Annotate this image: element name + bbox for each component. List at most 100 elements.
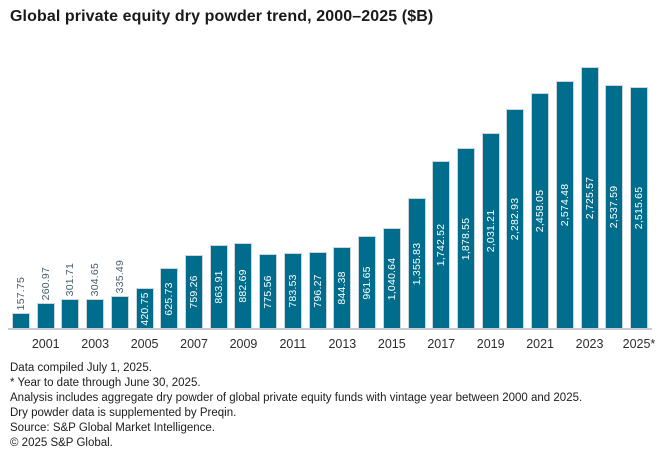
x-axis-slot xyxy=(358,337,376,351)
bar-2006: 625.73 xyxy=(160,268,179,328)
x-axis-label-2007: 2007 xyxy=(180,337,208,351)
x-tick-text: 2001 xyxy=(31,337,60,351)
bar-value-label: 1,040.64 xyxy=(385,257,398,300)
x-tick-text: 2025* xyxy=(622,337,656,351)
footnote-line-1: Data compiled July 1, 2025. xyxy=(10,362,152,374)
bar-value-label: 2,574.48 xyxy=(558,183,571,227)
bar-value-label: 961.65 xyxy=(360,265,373,300)
bar-value-label: 1,878.55 xyxy=(459,217,472,260)
footnote-line-3: Analysis includes aggregate dry powder o… xyxy=(10,392,583,404)
x-axis-label-2021: 2021 xyxy=(526,337,554,351)
x-axis-slot xyxy=(210,337,228,351)
bar-value-label: 2,537.59 xyxy=(608,185,620,229)
bar-2015: 1,040.64 xyxy=(382,228,401,328)
x-axis-label-2009: 2009 xyxy=(230,337,258,351)
bar-value-label: 304.65 xyxy=(88,262,101,296)
footnote-line-4: Dry powder data is supplemented by Preqi… xyxy=(10,407,237,419)
plot-area: 157.75 260.97 301.71 304.65 335.49 420.75 625.… xyxy=(8,62,652,330)
bar-value-label: 844.38 xyxy=(336,271,349,305)
bar-value-label: 1,355.83 xyxy=(410,242,423,285)
x-axis-slot xyxy=(556,337,574,351)
x-axis-label-2005: 2005 xyxy=(131,337,159,351)
x-tick-text: 2007 xyxy=(180,337,208,351)
bar-value-label: 2,031.21 xyxy=(484,209,497,253)
bar-2013: 844.38 xyxy=(333,247,352,328)
bar-value-label: 783.53 xyxy=(286,274,299,308)
x-axis-label-2023: 2023 xyxy=(576,337,604,351)
bar-2005: 420.75 xyxy=(135,288,154,328)
x-axis-label-2025: 2025* xyxy=(623,337,656,351)
x-axis-label-2003: 2003 xyxy=(81,337,109,351)
x-axis-label-2013: 2013 xyxy=(328,337,356,351)
bar-value-label: 775.56 xyxy=(261,274,274,309)
bar-2020: 2,282.93 xyxy=(506,109,525,328)
bar-2011: 783.53 xyxy=(283,253,302,328)
bar-2003: 304.65 xyxy=(86,263,105,328)
x-axis-slot xyxy=(457,337,475,351)
bar-value-label: 2,515.65 xyxy=(632,186,645,230)
bar-value-label: 335.49 xyxy=(113,259,126,293)
bar-value-label: 625.73 xyxy=(163,281,176,316)
x-tick-text: 2023 xyxy=(575,337,604,351)
bar-value-label: 2,725.57 xyxy=(583,176,596,220)
x-tick-text: 2021 xyxy=(526,337,554,351)
x-axis-slot xyxy=(605,337,623,351)
bar-value-label: 1,742.52 xyxy=(434,223,447,267)
bar-2023: 2,725.57 xyxy=(580,67,599,328)
x-axis-slot xyxy=(408,337,426,351)
chart-title: Global private equity dry powder trend, … xyxy=(10,8,434,25)
bar-2007: 759.26 xyxy=(185,255,204,328)
x-axis-slot xyxy=(111,337,129,351)
bar-value-label: 420.75 xyxy=(138,291,151,326)
footnote-line-2: * Year to date through June 30, 2025. xyxy=(10,377,201,389)
x-axis-label-2017: 2017 xyxy=(427,337,455,351)
footnote-line-6: © 2025 S&P Global. xyxy=(10,437,113,449)
x-axis: 2001 2003 2005 2007 2009 2011 2013 2015 2017 2019… xyxy=(8,337,656,351)
x-tick-text: 2009 xyxy=(229,337,258,351)
bar-2022: 2,574.48 xyxy=(555,81,574,328)
x-axis-slot xyxy=(309,337,327,351)
bar-2002: 301.71 xyxy=(61,263,80,328)
footnotes: Data compiled July 1, 2025. * Year to dat… xyxy=(10,361,582,451)
bar-2012: 796.27 xyxy=(308,252,327,328)
bar-2014: 961.65 xyxy=(358,236,377,328)
footnote-line-5: Source: S&P Global Market Intelligence. xyxy=(10,422,215,434)
bar-value-label: 157.75 xyxy=(14,276,27,310)
bar-2016: 1,355.83 xyxy=(407,198,426,328)
x-tick-text: 2011 xyxy=(279,337,307,351)
x-tick-text: 2013 xyxy=(328,337,357,351)
bar-value-label: 2,458.05 xyxy=(533,189,546,233)
x-tick-text: 2005 xyxy=(130,337,159,351)
x-axis-slot xyxy=(506,337,524,351)
x-tick-text: 2015 xyxy=(377,337,406,351)
bar-value-label: 260.97 xyxy=(39,266,52,300)
bar-2025: 2,515.65 xyxy=(629,87,648,328)
x-tick-text: 2019 xyxy=(476,337,505,351)
dry-powder-bar-chart: 157.75 260.97 301.71 304.65 335.49 420.75 625.… xyxy=(8,62,656,351)
bar-2018: 1,878.55 xyxy=(456,148,475,328)
x-axis-slot xyxy=(259,337,277,351)
bar-value-label: 863.91 xyxy=(212,270,225,304)
x-axis-label-2019: 2019 xyxy=(477,337,505,351)
bar-value-label: 759.26 xyxy=(187,275,200,309)
bar-2001: 260.97 xyxy=(36,267,55,328)
bar-2024: 2,537.59 xyxy=(605,85,624,328)
bar-2008: 863.91 xyxy=(209,245,228,328)
x-axis-label-2015: 2015 xyxy=(378,337,406,351)
x-tick-text: 2017 xyxy=(427,337,456,351)
bar-value-label: 2,282.93 xyxy=(509,197,522,241)
bar-2021: 2,458.05 xyxy=(531,93,550,328)
x-tick-text: 2003 xyxy=(81,337,110,351)
x-axis-slot xyxy=(160,337,178,351)
x-axis-slot xyxy=(61,337,79,351)
bar-value-label: 301.71 xyxy=(64,262,77,296)
bar-2010: 775.56 xyxy=(259,254,278,328)
bar-value-label: 882.69 xyxy=(237,269,250,303)
bar-2009: 882.69 xyxy=(234,243,253,328)
bar-2000: 157.75 xyxy=(12,277,30,328)
bar-2019: 2,031.21 xyxy=(481,133,500,328)
bar-value-label: 796.27 xyxy=(311,273,324,308)
x-axis-label-2001: 2001 xyxy=(32,337,60,351)
x-axis-slot xyxy=(12,337,30,351)
